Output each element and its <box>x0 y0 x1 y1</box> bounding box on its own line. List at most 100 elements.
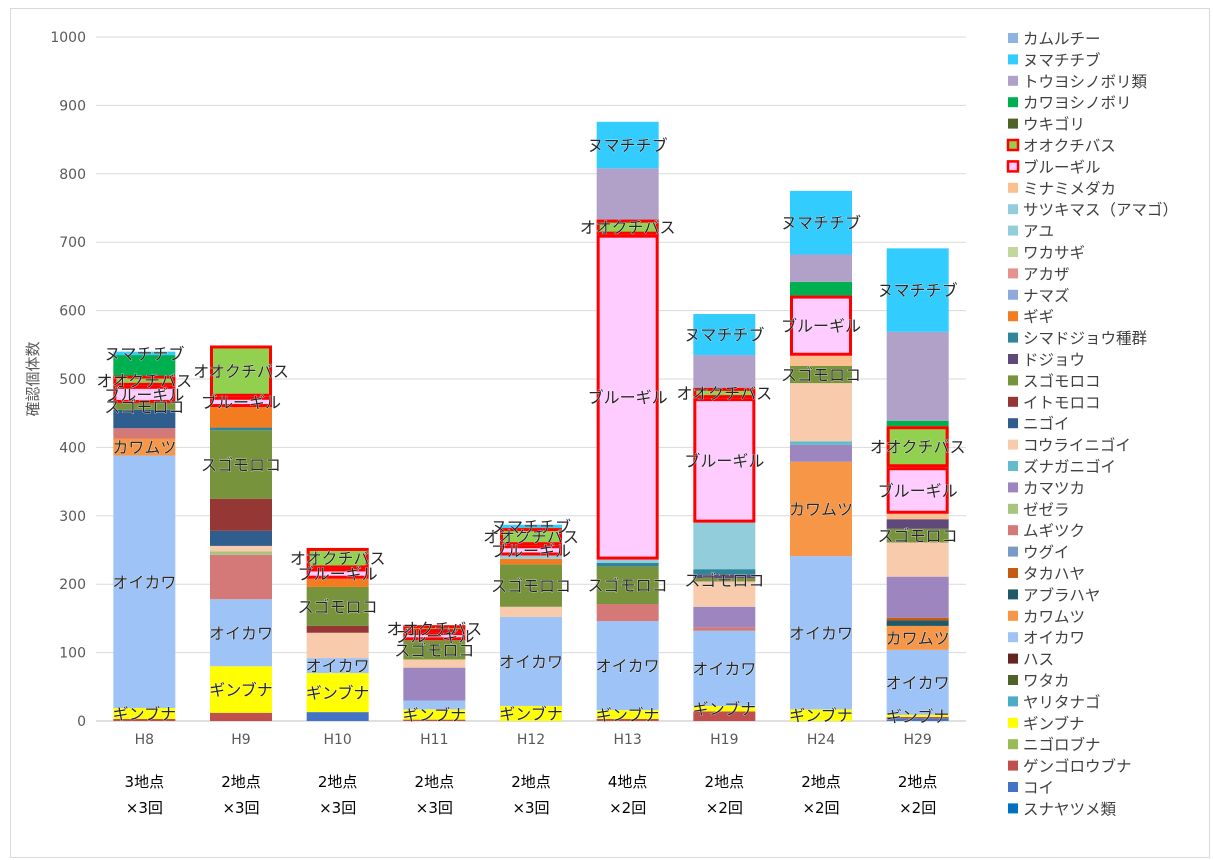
data-label: ヌマチチブ <box>684 326 764 345</box>
legend-swatch <box>1008 289 1018 300</box>
highlight-box <box>886 467 949 514</box>
legend-swatch <box>1008 75 1018 86</box>
bar-segment <box>886 331 949 421</box>
bar-segment <box>306 568 369 579</box>
data-label: オオクチバス <box>676 384 772 403</box>
data-label: オオクチバス <box>96 372 192 391</box>
bar-segment <box>500 558 562 565</box>
bar-segment <box>886 420 949 427</box>
bar-segment <box>210 551 272 555</box>
legend-swatch <box>1008 696 1018 707</box>
bar-segment <box>886 716 949 719</box>
bar-segment <box>790 444 852 462</box>
bar-segment <box>403 632 466 641</box>
bar-segment <box>113 718 176 721</box>
legend-swatch <box>1008 589 1018 600</box>
data-label: オオクチバス <box>483 528 579 547</box>
highlight-box <box>306 547 369 569</box>
bar-segment <box>886 426 949 468</box>
bar-segment <box>693 522 756 570</box>
legend-swatch <box>1008 482 1018 493</box>
x-tick-label: H24 <box>807 732 835 748</box>
highlight-group <box>113 219 949 641</box>
legend-swatch <box>1008 439 1018 450</box>
bar-segment <box>693 574 756 579</box>
legend-swatch <box>1008 653 1018 664</box>
x-tick-label: H29 <box>903 732 931 748</box>
bar-segment <box>210 430 272 499</box>
bar-segment <box>500 524 562 529</box>
bar-segment <box>693 314 756 356</box>
bar-segment <box>886 528 949 543</box>
data-label: ギンブナ <box>499 704 563 723</box>
survey-detail-label: ×3回 <box>416 799 453 817</box>
data-label: オオクチバス <box>290 549 386 568</box>
bar-segment <box>886 718 949 721</box>
data-label: カワムツ <box>789 500 853 519</box>
bar-segment <box>113 708 176 719</box>
legend-label: ゼゼラ <box>1023 501 1070 519</box>
bar-segment <box>693 627 756 631</box>
legend-label: カワムツ <box>1023 608 1085 626</box>
legend-swatch <box>1008 182 1018 193</box>
data-label: ヌマチチブ <box>878 281 958 300</box>
bar-segment <box>886 620 949 626</box>
legend-label: カマツカ <box>1023 479 1085 497</box>
highlight-box <box>596 219 659 235</box>
legend-label: ミナミメダカ <box>1023 180 1116 198</box>
x-tick-label: H11 <box>420 732 448 748</box>
bar-segment <box>693 630 756 706</box>
survey-detail-label: ×3回 <box>126 799 163 817</box>
data-label: オイカワ <box>209 624 273 643</box>
bar-segment <box>500 606 562 618</box>
bar-segment <box>886 248 949 332</box>
bar-segment <box>210 498 272 531</box>
legend-swatch <box>1008 503 1018 514</box>
bar-segment <box>790 383 852 442</box>
data-label: オイカワ <box>692 659 756 678</box>
legend-label: ワカサギ <box>1023 244 1085 262</box>
highlight-box <box>403 632 466 641</box>
data-label: オオクチバス <box>193 362 289 381</box>
bars-group <box>113 121 949 721</box>
data-label: ギンブナ <box>306 684 370 703</box>
legend-swatch <box>1006 160 1020 173</box>
bar-segment <box>790 295 852 356</box>
legend-label: スナヤツメ類 <box>1023 800 1117 818</box>
data-label: ブルーギル <box>781 317 861 336</box>
x-tick-label: H12 <box>517 732 545 748</box>
x-tick-label: H9 <box>231 732 250 748</box>
data-label: スゴモロコ <box>201 456 281 475</box>
bar-segment <box>210 712 272 721</box>
legend-label: ドジョウ <box>1023 351 1085 369</box>
data-label: スゴモロコ <box>588 576 668 595</box>
x-tick-label: H10 <box>323 732 351 748</box>
bar-segment <box>500 545 562 556</box>
survey-detail-label: ×2回 <box>706 799 743 817</box>
legend-swatch <box>1008 54 1018 65</box>
data-label: ギンブナ <box>209 681 273 700</box>
y-tick-label: 400 <box>59 440 86 456</box>
legend-swatch <box>1008 803 1018 814</box>
legend-swatch <box>1008 204 1018 215</box>
y-tick-label: 100 <box>59 646 86 662</box>
data-label: スゴモロコ <box>491 577 571 596</box>
bar-segment <box>790 709 852 721</box>
category-labels-group: H8 3地点 ×3回 H9 2地点 ×3回 H10 2地点 ×3回 H11 2地点 ×3回 H12 2地点… <box>125 732 938 817</box>
legend-label: ギンブナ <box>1023 714 1085 733</box>
legend-label: ムギツク <box>1023 522 1085 540</box>
data-label: ヌマチチブ <box>588 136 668 155</box>
bar-segment <box>113 351 176 356</box>
legend-label: カムルチー <box>1023 30 1101 48</box>
bar-segment <box>500 705 562 721</box>
bar-segment <box>500 555 562 559</box>
legend-label: アユ <box>1023 223 1054 241</box>
x-tick-label: H8 <box>135 732 154 748</box>
bar-segment <box>596 566 659 605</box>
data-label: オイカワ <box>789 624 853 643</box>
legend-swatch <box>1008 461 1018 471</box>
y-tick-label: 0 <box>77 714 86 730</box>
bar-segment <box>403 667 466 701</box>
survey-detail-label: 2地点 <box>898 773 938 791</box>
legend-label: ブルーギル <box>1023 157 1101 176</box>
